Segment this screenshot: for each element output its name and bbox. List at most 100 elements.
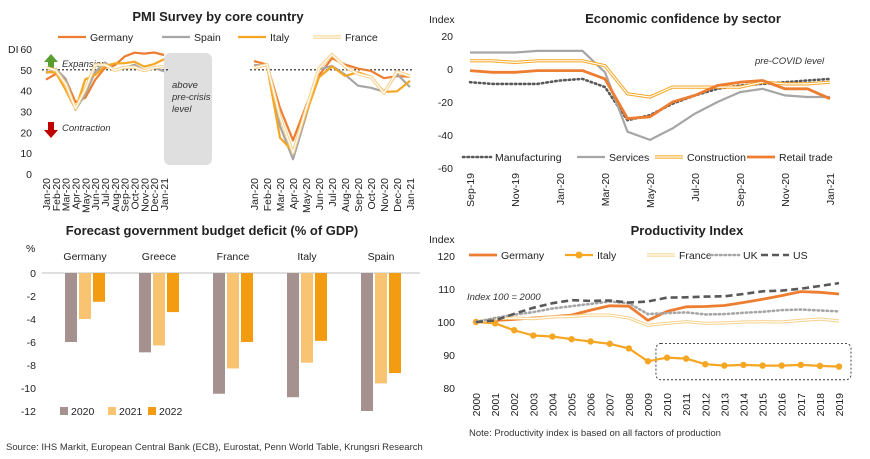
pmi-legend-france: France: [345, 32, 378, 44]
productivity-point-italy: [682, 355, 690, 362]
pmi-services-line-germany: [253, 57, 411, 142]
productivity-point-italy: [816, 362, 824, 370]
confidence-legend-services: Services: [609, 152, 649, 164]
expansion-label: Expansion: [62, 59, 106, 70]
deficit-legend-swatch-2021: [108, 407, 116, 415]
pmi-services-line-france-inner: [253, 53, 411, 154]
confidence-xtick: Jan-21: [825, 173, 837, 205]
deficit-bar-greece-2021: [153, 273, 165, 346]
confidence-xtick: Jul-20: [690, 173, 702, 202]
pmi-xtick: Mar-20: [61, 178, 73, 211]
productivity-xtick: 2016: [777, 393, 789, 417]
deficit-bar-spain-2021: [375, 273, 387, 384]
deficit-category-italy: Italy: [297, 251, 317, 263]
productivity-xtick: 2017: [796, 393, 808, 417]
deficit-ytick: -6: [27, 337, 36, 349]
confidence-line-services: [470, 49, 830, 141]
deficit-bar-germany-2021: [79, 273, 91, 319]
pmi-ytick: 20: [20, 127, 32, 139]
confidence-ytick: 20: [441, 31, 453, 43]
confidence-title: Economic confidence by sector: [585, 11, 781, 26]
productivity-line-france-inner: [475, 314, 840, 326]
pmi-xtick: May-20: [301, 178, 313, 213]
deficit-ytick: -2: [27, 291, 36, 303]
source-note: Source: IHS Markit, European Central Ban…: [6, 442, 423, 453]
productivity-highlight-box: [655, 342, 852, 381]
pmi-ytick: 60: [20, 44, 32, 56]
deficit-bar-france-2020: [213, 273, 225, 394]
deficit-ylabel: %: [26, 243, 35, 255]
pmi-xtick: Sep-20: [353, 178, 365, 212]
pmi-chart: PMI Survey by core country Germany Spain It…: [8, 9, 417, 213]
pmi-xtick: Jul-20: [327, 178, 339, 207]
confidence-xtick: Jan-20: [555, 173, 567, 205]
pmi-xtick: Aug-20: [340, 178, 352, 212]
pmi-manufacturing-line-france-inner: [45, 64, 165, 110]
pmi-ytick: 50: [20, 65, 32, 77]
productivity-point-italy: [702, 361, 709, 368]
productivity-xtick: 2006: [586, 393, 598, 417]
pmi-shaded-label: pre-crisis: [171, 92, 211, 103]
confidence-chart: Economic confidence by sector Index 20 0 -20…: [429, 11, 837, 208]
confidence-ylabel: Index: [429, 14, 455, 26]
pmi-xtick: Aug-20: [110, 178, 122, 212]
productivity-point-italy: [511, 327, 518, 334]
pmi-xtick: Feb-20: [262, 178, 274, 211]
pmi-xtick: Sep-20: [120, 178, 132, 212]
productivity-xtick: 2004: [547, 393, 559, 417]
productivity-ylabel: Index: [429, 234, 455, 246]
productivity-title: Productivity Index: [631, 223, 744, 238]
confidence-xtick: Sep-19: [465, 173, 477, 207]
pmi-shaded-label: above: [172, 80, 198, 91]
pmi-xtick: Nov-20: [379, 178, 391, 212]
productivity-xtick: 2012: [700, 393, 712, 417]
productivity-point-italy: [530, 332, 537, 339]
pmi-xtick: Oct-20: [366, 178, 378, 210]
deficit-bar-france-2021: [227, 273, 239, 369]
confidence-ytick: -40: [438, 130, 453, 142]
productivity-point-italy: [549, 333, 556, 340]
pmi-xtick: Nov-20: [139, 178, 151, 212]
productivity-xtick: 2003: [528, 393, 540, 417]
deficit-category-spain: Spain: [368, 251, 395, 263]
productivity-point-italy: [797, 361, 804, 369]
deficit-legend-swatch-2020: [60, 407, 68, 415]
pmi-shaded-box: [164, 53, 212, 165]
expansion-arrow-icon: [44, 54, 58, 70]
deficit-ytick: -12: [21, 406, 36, 418]
productivity-legend-swatch-italy-marker: [575, 251, 583, 259]
productivity-xtick: 2007: [605, 393, 617, 417]
productivity-xtick: 2014: [738, 393, 750, 417]
deficit-legend-2022: 2022: [159, 406, 183, 418]
productivity-ytick: 110: [438, 284, 455, 296]
deficit-ytick: -8: [27, 360, 36, 372]
confidence-legend-manufacturing: Manufacturing: [495, 152, 562, 164]
deficit-bar-germany-2022: [93, 273, 105, 302]
contraction-label: Contraction: [62, 123, 111, 134]
deficit-category-france: France: [217, 251, 250, 263]
productivity-point-italy: [568, 335, 575, 343]
productivity-ytick: 100: [437, 317, 455, 329]
deficit-ytick: 0: [30, 268, 36, 280]
productivity-point-italy: [587, 338, 594, 345]
pmi-legend-spain: Spain: [194, 32, 221, 44]
pmi-ytick: 0: [26, 169, 32, 181]
productivity-ytick: 120: [437, 251, 455, 263]
pmi-xtick: Mar-20: [275, 178, 287, 211]
productivity-ytick: 80: [443, 383, 455, 395]
pmi-xtick: Jun-20: [314, 178, 326, 210]
productivity-point-italy: [740, 361, 747, 369]
pmi-xtick: May-20: [80, 178, 92, 213]
pmi-xtick: Jan-20: [41, 178, 53, 210]
productivity-xtick: 2002: [509, 393, 521, 417]
confidence-xtick: Mar-20: [600, 173, 612, 206]
deficit-chart: Forecast government budget deficit (% of…: [21, 223, 420, 418]
pmi-xtick: Dec-20: [149, 178, 161, 212]
deficit-bar-greece-2022: [167, 273, 179, 313]
confidence-xtick: Sep-20: [735, 173, 747, 207]
productivity-point-italy: [778, 362, 785, 369]
productivity-point-italy: [663, 354, 671, 361]
pmi-ytick: 40: [20, 86, 32, 98]
productivity-xtick: 2005: [567, 393, 579, 417]
deficit-bar-germany-2020: [65, 273, 77, 342]
